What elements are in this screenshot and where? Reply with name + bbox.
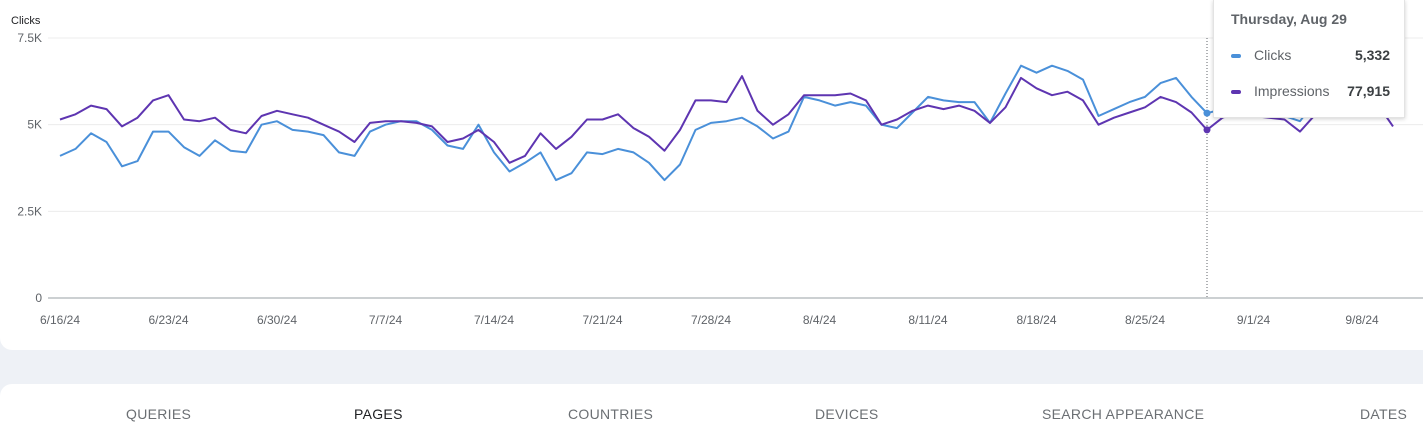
clicks-swatch-icon — [1231, 54, 1241, 58]
tooltip-impressions-value: 77,915 — [1347, 83, 1390, 99]
x-tick-label: 7/7/24 — [369, 313, 403, 327]
x-tick-label: 7/28/24 — [691, 313, 731, 327]
y-tick-label: 7.5K — [17, 31, 42, 45]
x-tick-label: 9/8/24 — [1345, 313, 1379, 327]
chart-tooltip: Thursday, Aug 29 Clicks 5,332 Impression… — [1213, 0, 1405, 118]
x-tick-label: 6/23/24 — [148, 313, 188, 327]
tab-dates[interactable]: DATES — [1360, 406, 1408, 422]
impressions-swatch-icon — [1231, 90, 1241, 94]
series-line-clicks — [59, 64, 1394, 182]
performance-chart-card: Clicks 0 2.5K 5K 7.5K 6/16/24 6/23/24 6/30/24 7/… — [0, 0, 1423, 350]
tooltip-impressions-label: Impressions — [1254, 83, 1330, 99]
y-axis-label: Clicks — [11, 15, 41, 27]
y-tick-label: 5K — [27, 118, 42, 132]
tab-search-appearance[interactable]: SEARCH APPEARANCE — [1042, 406, 1205, 422]
tooltip-clicks-value: 5,332 — [1354, 47, 1390, 63]
x-tick-label: 8/18/24 — [1016, 313, 1056, 327]
series-line-impressions — [59, 75, 1394, 164]
report-tabs: QUERIES PAGES COUNTRIES DEVICES SEARCH A… — [0, 384, 1423, 446]
hover-point-clicks — [1203, 109, 1211, 117]
x-tick-label: 8/4/24 — [803, 313, 837, 327]
x-tick-label: 8/25/24 — [1125, 313, 1165, 327]
y-tick-label: 2.5K — [17, 204, 42, 218]
report-tabs-card — [0, 384, 1423, 446]
tooltip-clicks-row: Clicks 5,332 — [1231, 46, 1395, 66]
x-tick-label: 7/21/24 — [582, 313, 622, 327]
tab-queries[interactable]: QUERIES — [126, 406, 192, 422]
tooltip-date: Thursday, Aug 29 — [1231, 11, 1347, 27]
tab-pages[interactable]: PAGES — [354, 406, 403, 422]
performance-line-chart[interactable]: Clicks 0 2.5K 5K 7.5K 6/16/24 6/23/24 6/30/24 7/… — [0, 0, 1423, 350]
tooltip-clicks-label: Clicks — [1254, 47, 1292, 63]
x-tick-label: 6/30/24 — [257, 313, 297, 327]
x-tick-label: 7/14/24 — [474, 313, 514, 327]
hover-point-impressions — [1203, 126, 1211, 134]
tab-countries[interactable]: COUNTRIES — [568, 406, 654, 422]
x-tick-label: 9/1/24 — [1237, 313, 1271, 327]
tooltip-impressions-row: Impressions 77,915 — [1231, 82, 1395, 102]
x-tick-label: 8/11/24 — [908, 313, 947, 327]
tab-devices[interactable]: DEVICES — [815, 406, 879, 422]
x-tick-label: 6/16/24 — [40, 313, 80, 327]
y-tick-label: 0 — [35, 291, 42, 305]
